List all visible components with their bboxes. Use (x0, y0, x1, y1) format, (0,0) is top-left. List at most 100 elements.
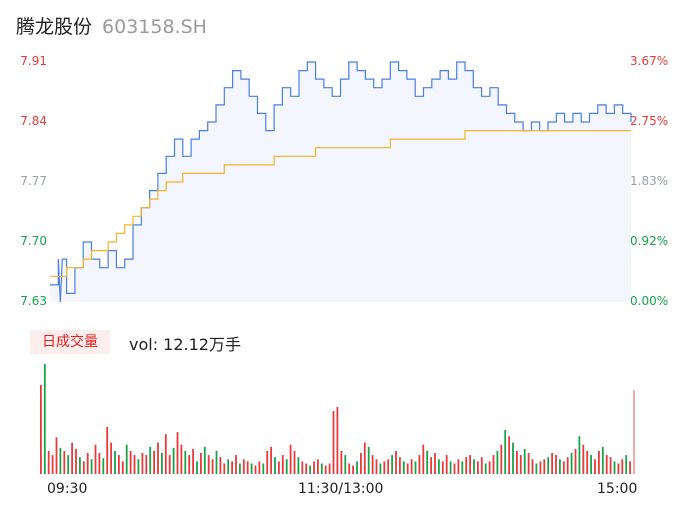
y-right-tick-3: 0.92% (630, 234, 669, 248)
volume-bar (488, 461, 491, 474)
volume-bar (356, 461, 358, 474)
volume-bar (406, 463, 409, 474)
volume-bar (391, 455, 393, 474)
stock-name: 腾龙股份 (16, 16, 93, 38)
volume-bar (90, 459, 93, 474)
volume-tab[interactable]: 日成交量 (30, 330, 110, 354)
volume-bar (266, 451, 269, 474)
volume-bar (98, 453, 101, 474)
volume-bar (348, 463, 351, 474)
volume-bar (121, 461, 124, 474)
volume-bar (590, 455, 592, 474)
volume-bar (157, 442, 159, 474)
volume-bar (570, 453, 573, 474)
volume-bar (313, 461, 315, 474)
volume-bar (254, 465, 257, 474)
volume-bar (609, 457, 612, 474)
y-left-tick-3: 7.70 (20, 234, 47, 248)
volume-bar (621, 459, 624, 474)
volume-panel (40, 364, 635, 474)
volume-bar (555, 455, 557, 474)
volume-bar (426, 451, 429, 474)
volume-bar (110, 442, 112, 474)
volume-bar (114, 451, 116, 474)
volume-bar (363, 442, 366, 474)
volume-bar (594, 459, 596, 474)
volume-bar (172, 447, 175, 474)
volume-bar (360, 453, 362, 474)
volume-bar (192, 448, 194, 474)
volume-bar (605, 455, 608, 474)
volume-bar (75, 448, 77, 474)
volume-bar (418, 455, 421, 474)
y-left-tick-2: 7.77 (20, 174, 47, 188)
stock-title: 腾龙股份 603158.SH (16, 12, 207, 39)
volume-bar (402, 461, 405, 474)
volume-bar (422, 444, 425, 474)
volume-bar (137, 459, 140, 474)
stock-code: 603158.SH (102, 16, 207, 38)
volume-bar (51, 455, 54, 474)
volume-bar (305, 463, 308, 474)
volume-bar (59, 447, 62, 474)
volume-bar (149, 446, 152, 474)
volume-bar (598, 451, 600, 474)
volume-bar (184, 451, 187, 474)
volume-bar (317, 459, 319, 474)
volume-bar (586, 451, 589, 474)
volume-bar (367, 446, 370, 474)
volume-bar (200, 453, 202, 474)
volume-bar (293, 451, 296, 474)
y-left-tick-4: 7.63 (20, 294, 47, 308)
volume-bar (86, 453, 89, 474)
volume-bar (539, 461, 542, 474)
volume-bar (235, 455, 237, 474)
volume-bar (227, 459, 230, 474)
volume-bar (473, 459, 475, 474)
y-right-tick-4: 0.00% (630, 294, 669, 308)
volume-bar (414, 461, 417, 474)
volume-bar (395, 451, 397, 474)
volume-bar (344, 455, 347, 474)
price-area (50, 62, 631, 302)
volume-bar (574, 448, 577, 474)
x-tick-midday: 11:30/13:00 (298, 481, 384, 497)
y-right-tick-1: 2.75% (630, 114, 669, 128)
x-tick-close: 15:00 (597, 481, 638, 497)
volume-bar (336, 407, 339, 474)
volume-bar (67, 455, 70, 474)
volume-bar (301, 461, 304, 474)
volume-bar (469, 455, 471, 474)
volume-bar (63, 451, 66, 474)
volume-bar (477, 461, 479, 474)
volume-bar (551, 453, 553, 474)
volume-bar (512, 442, 514, 474)
volume-bar (519, 455, 522, 474)
volume-bar (562, 461, 565, 474)
volume-bar (559, 459, 561, 474)
volume-bar (94, 444, 97, 474)
y-left-tick-0: 7.91 (20, 54, 47, 68)
volume-bar (203, 446, 206, 474)
y-right-tick-0: 3.67% (630, 54, 669, 68)
volume-bar (281, 455, 284, 474)
volume-bar (47, 451, 50, 474)
volume-bar (168, 455, 171, 474)
volume-bar (125, 444, 128, 474)
volume-bar (617, 463, 620, 474)
volume-bar (508, 436, 510, 474)
volume-bar (246, 461, 249, 474)
volume-bar (629, 461, 631, 474)
volume-bar (161, 453, 163, 474)
volume-bar (379, 463, 382, 474)
volume-bar (531, 459, 534, 474)
x-tick-open: 09:30 (47, 481, 88, 497)
volume-bar (352, 465, 354, 474)
volume-bar (527, 453, 530, 474)
volume-bar (543, 459, 546, 474)
volume-bar (102, 458, 105, 474)
volume-bar (129, 451, 132, 474)
volume-bar (274, 457, 276, 474)
volume-bar (320, 463, 323, 474)
